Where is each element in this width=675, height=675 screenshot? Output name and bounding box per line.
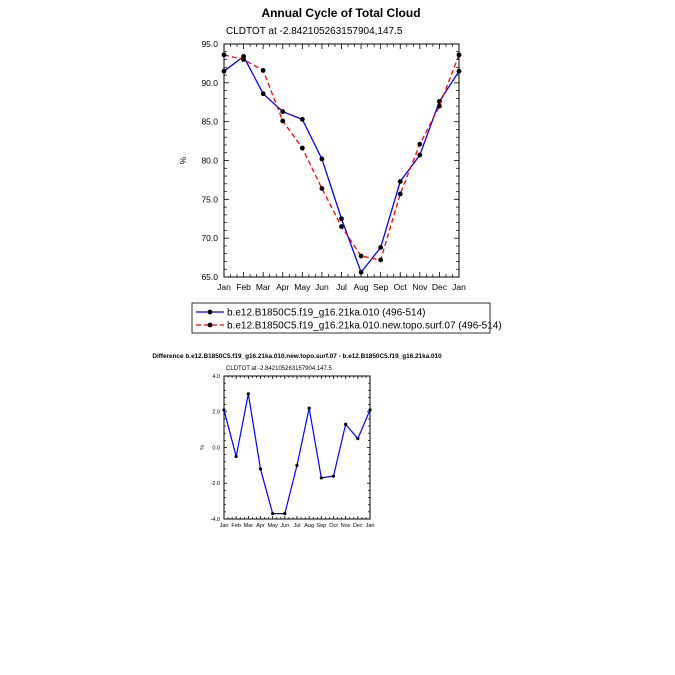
chart1-series-1-point bbox=[358, 269, 364, 275]
chart1-series-1-point bbox=[221, 68, 227, 74]
chart1-series-2-point bbox=[241, 57, 246, 62]
chart1-y-axis-label: % bbox=[178, 156, 188, 164]
chart1-series-2-point bbox=[437, 103, 442, 109]
chart2-series-1-point bbox=[283, 512, 287, 516]
chart2-x-tick-label: Jul bbox=[293, 523, 300, 529]
chart2-series-1-line bbox=[223, 393, 371, 515]
chart1-x-tick-label: Dec bbox=[432, 282, 448, 292]
chart1-series-1-point bbox=[260, 91, 266, 97]
chart2-series-1-point bbox=[234, 454, 238, 459]
chart2-frame bbox=[223, 375, 371, 520]
chart1-series-1-point bbox=[456, 68, 462, 74]
legend-label: b.e12.B1850C5.f19_g16.21ka.010 (496-514) bbox=[227, 308, 426, 319]
chart2-series-1-point bbox=[368, 408, 372, 412]
chart2-series-1-point bbox=[258, 467, 263, 471]
legend-marker bbox=[207, 309, 213, 315]
chart2-series-1-point bbox=[319, 476, 323, 480]
chart1-series-2-point bbox=[358, 253, 364, 259]
chart1-y-tick-label: 85.0 bbox=[201, 117, 218, 127]
chart1-series-2-point bbox=[378, 257, 384, 263]
legend-marker bbox=[207, 322, 213, 328]
chart2-x-tick-label: May bbox=[267, 523, 278, 529]
chart1-x-tick-label: Jan bbox=[452, 282, 466, 292]
chart2-x-tick-label: Sep bbox=[316, 523, 326, 529]
chart1-series-1-line bbox=[223, 55, 460, 274]
chart1-x-tick-label: Apr bbox=[276, 282, 289, 292]
chart1-series-1-point bbox=[280, 109, 286, 114]
chart1-x-tick-label: Nov bbox=[412, 282, 428, 292]
chart2-x-tick-label: Dec bbox=[353, 523, 363, 529]
chart1-series-2-point bbox=[280, 118, 286, 124]
chart2-x-tick-label: Jan bbox=[366, 523, 375, 529]
legend-label: b.e12.B1850C5.f19_g16.21ka.010.new.topo.… bbox=[227, 321, 502, 332]
chart1-series-1-point bbox=[299, 116, 305, 122]
chart2-x-tick-label: Nov bbox=[341, 523, 351, 529]
chart1-y-tick-label: 65.0 bbox=[201, 272, 218, 282]
chart2-y-tick-label: -4.0 bbox=[211, 517, 220, 523]
chart2-x-tick-label: Apr bbox=[256, 523, 265, 529]
chart1-series-2-point bbox=[260, 68, 266, 73]
legend-box bbox=[191, 302, 491, 334]
chart1-x-tick-label: Mar bbox=[256, 282, 271, 292]
chart2-subtitle: CLDTOT at -2.842105263157904,147.5 bbox=[226, 366, 333, 372]
chart2-plot: Jan Feb Mar Apr May Jun Jul Aug Sep Oct Nov Dec Jan-… bbox=[200, 374, 374, 529]
chart2-y-tick-label: 4.0 bbox=[212, 374, 220, 380]
chart1-series-1-point bbox=[417, 152, 423, 158]
chart2-series-1-point bbox=[271, 512, 275, 516]
chart1-x-tick-label: Feb bbox=[236, 282, 251, 292]
chart1-y-tick-label: 75.0 bbox=[201, 194, 218, 204]
chart1-series-2-point bbox=[221, 52, 227, 58]
chart1-series-1-point bbox=[339, 216, 344, 222]
chart1-title: Annual Cycle of Total Cloud bbox=[261, 6, 420, 20]
chart2-series-1-point bbox=[356, 436, 360, 441]
chart2-series-1-point bbox=[246, 392, 250, 396]
chart1-plot: Jan Feb Mar Apr May Jun Jul Aug Sep Oct Nov Dec Jan6… bbox=[178, 39, 466, 292]
chart2-series-1-point bbox=[307, 406, 311, 410]
chart2-x-tick-label: Mar bbox=[244, 523, 254, 529]
chart1-frame bbox=[223, 43, 460, 278]
chart1-series-2-point bbox=[339, 224, 344, 229]
chart1-x-tick-label: Sep bbox=[373, 282, 388, 292]
chart2-series-1-point bbox=[331, 474, 336, 478]
chart1-legend: b.e12.B1850C5.f19_g16.21ka.010 (496-514)… bbox=[191, 302, 502, 334]
chart1-series-2-point bbox=[456, 52, 462, 58]
chart1-series-2-point bbox=[397, 191, 403, 197]
chart2-x-tick-label: Oct bbox=[329, 523, 338, 529]
chart1-y-tick-label: 70.0 bbox=[201, 233, 218, 243]
chart1-y-tick-label: 80.0 bbox=[201, 155, 218, 165]
chart2-y-tick-label: 0.0 bbox=[212, 445, 220, 451]
chart1-series-2-point bbox=[299, 145, 305, 151]
chart1-series-1-point bbox=[319, 156, 325, 162]
chart2-x-tick-label: Jan bbox=[220, 523, 229, 529]
chart1-x-tick-label: Oct bbox=[394, 282, 408, 292]
chart1-series-1-point bbox=[397, 179, 403, 184]
chart2-y-tick-label: 2.0 bbox=[212, 410, 220, 416]
chart1-y-tick-label: 90.0 bbox=[201, 78, 218, 88]
chart1-x-tick-label: May bbox=[294, 282, 311, 292]
chart1-series-2-point bbox=[417, 141, 423, 147]
chart1-x-tick-label: Jul bbox=[336, 282, 347, 292]
chart1-series-2-point bbox=[319, 186, 325, 191]
chart2-x-tick-label: Aug bbox=[304, 523, 314, 529]
chart2-series-1-point bbox=[295, 463, 299, 467]
chart1-x-tick-label: Jan bbox=[217, 282, 231, 292]
chart2-title: Difference b.e12.B1850C5.f19_g16.21ka.01… bbox=[152, 353, 442, 360]
chart2-series-1-point bbox=[222, 408, 226, 412]
chart1-subtitle: CLDTOT at -2.842105263157904,147.5 bbox=[226, 26, 403, 37]
chart2-y-axis-label: % bbox=[200, 445, 206, 450]
chart1-series-1-point bbox=[378, 245, 384, 250]
chart2-y-tick-label: -2.0 bbox=[211, 481, 220, 487]
chart1-x-tick-label: Aug bbox=[354, 282, 369, 292]
chart2-x-tick-label: Jun bbox=[280, 523, 289, 529]
chart1-y-tick-label: 95.0 bbox=[201, 39, 218, 49]
chart2-series-1-point bbox=[344, 422, 348, 426]
chart1-x-tick-label: Jun bbox=[315, 282, 329, 292]
chart2-x-tick-label: Feb bbox=[231, 523, 240, 529]
